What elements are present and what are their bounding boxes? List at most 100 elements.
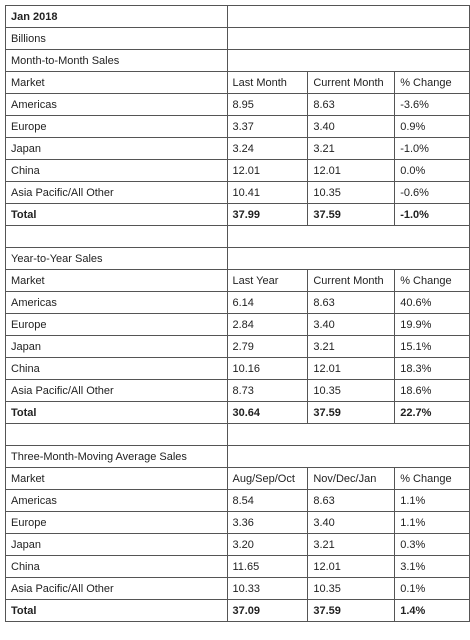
column-header: Aug/Sep/Oct [226, 467, 309, 490]
market-cell: China [5, 555, 228, 578]
section-heading-row: Year-to-Year Sales [5, 247, 470, 270]
value-cell: 3.40 [307, 115, 396, 138]
column-header: % Change [394, 467, 470, 490]
total-label: Total [5, 203, 228, 226]
table-row: Americas 8.54 8.63 1.1% [5, 489, 470, 512]
table-row: Japan 3.24 3.21 -1.0% [5, 137, 470, 160]
value-cell: 3.24 [226, 137, 309, 160]
section-heading: Year-to-Year Sales [5, 247, 228, 270]
column-header: Current Month [307, 269, 396, 292]
title-row: Jan 2018 [5, 5, 470, 28]
change-cell: 19.9% [394, 313, 470, 336]
market-cell: Americas [5, 93, 228, 116]
total-change: 1.4% [394, 599, 470, 622]
column-header: Current Month [307, 71, 396, 94]
market-cell: Japan [5, 335, 228, 358]
market-cell: Japan [5, 137, 228, 160]
value-cell: 3.37 [226, 115, 309, 138]
total-row: Total 30.64 37.59 22.7% [5, 401, 470, 424]
market-cell: China [5, 357, 228, 380]
market-cell: Asia Pacific/All Other [5, 181, 228, 204]
table-row: China 10.16 12.01 18.3% [5, 357, 470, 380]
value-cell: 10.35 [307, 379, 396, 402]
total-row: Total 37.99 37.59 -1.0% [5, 203, 470, 226]
total-value: 37.59 [307, 203, 396, 226]
column-header: % Change [394, 269, 470, 292]
column-header: Last Year [226, 269, 309, 292]
value-cell: 8.73 [226, 379, 309, 402]
change-cell: 1.1% [394, 511, 470, 534]
value-cell: 2.79 [226, 335, 309, 358]
spacer-row [5, 423, 470, 446]
value-cell: 3.36 [226, 511, 309, 534]
empty-cell [5, 423, 228, 446]
change-cell: 0.9% [394, 115, 470, 138]
value-cell: 10.41 [226, 181, 309, 204]
value-cell: 10.35 [307, 577, 396, 600]
table-row: Japan 3.20 3.21 0.3% [5, 533, 470, 556]
column-header: Nov/Dec/Jan [307, 467, 396, 490]
value-cell: 12.01 [226, 159, 309, 182]
table-row: Americas 8.95 8.63 -3.6% [5, 93, 470, 116]
value-cell: 12.01 [307, 159, 396, 182]
change-cell: 0.0% [394, 159, 470, 182]
sales-table: Jan 2018 Billions Month-to-Month Sales M… [5, 5, 470, 622]
table-row: Europe 2.84 3.40 19.9% [5, 313, 470, 336]
value-cell: 12.01 [307, 555, 396, 578]
table-row: Europe 3.36 3.40 1.1% [5, 511, 470, 534]
section-heading-row: Month-to-Month Sales [5, 49, 470, 72]
change-cell: 3.1% [394, 555, 470, 578]
change-cell: 0.1% [394, 577, 470, 600]
total-value: 37.59 [307, 401, 396, 424]
column-header: Market [5, 467, 228, 490]
market-cell: Europe [5, 511, 228, 534]
change-cell: -1.0% [394, 137, 470, 160]
change-cell: 1.1% [394, 489, 470, 512]
section-heading: Three-Month-Moving Average Sales [5, 445, 228, 468]
change-cell: 15.1% [394, 335, 470, 358]
value-cell: 3.21 [307, 533, 396, 556]
value-cell: 12.01 [307, 357, 396, 380]
change-cell: -3.6% [394, 93, 470, 116]
column-header-row: Market Aug/Sep/Oct Nov/Dec/Jan % Change [5, 467, 470, 490]
change-cell: -0.6% [394, 181, 470, 204]
market-cell: Americas [5, 291, 228, 314]
total-change: -1.0% [394, 203, 470, 226]
empty-cell [226, 27, 470, 50]
column-header: Last Month [226, 71, 309, 94]
empty-cell [226, 49, 470, 72]
value-cell: 6.14 [226, 291, 309, 314]
report-title: Jan 2018 [5, 5, 228, 28]
table-row: Japan 2.79 3.21 15.1% [5, 335, 470, 358]
column-header-row: Market Last Month Current Month % Change [5, 71, 470, 94]
change-cell: 18.3% [394, 357, 470, 380]
empty-cell [226, 247, 470, 270]
section-heading-row: Three-Month-Moving Average Sales [5, 445, 470, 468]
table-row: Europe 3.37 3.40 0.9% [5, 115, 470, 138]
total-value: 37.99 [226, 203, 309, 226]
units-row: Billions [5, 27, 470, 50]
column-header-row: Market Last Year Current Month % Change [5, 269, 470, 292]
total-value: 30.64 [226, 401, 309, 424]
market-cell: Japan [5, 533, 228, 556]
total-value: 37.09 [226, 599, 309, 622]
value-cell: 3.21 [307, 137, 396, 160]
table-row: Asia Pacific/All Other 8.73 10.35 18.6% [5, 379, 470, 402]
value-cell: 8.95 [226, 93, 309, 116]
market-cell: China [5, 159, 228, 182]
table-row: Americas 6.14 8.63 40.6% [5, 291, 470, 314]
change-cell: 18.6% [394, 379, 470, 402]
empty-cell [226, 225, 470, 248]
value-cell: 8.63 [307, 93, 396, 116]
value-cell: 3.40 [307, 313, 396, 336]
value-cell: 8.63 [307, 489, 396, 512]
value-cell: 10.33 [226, 577, 309, 600]
table-row: Asia Pacific/All Other 10.33 10.35 0.1% [5, 577, 470, 600]
value-cell: 2.84 [226, 313, 309, 336]
empty-cell [226, 423, 470, 446]
table-row: China 12.01 12.01 0.0% [5, 159, 470, 182]
market-cell: Europe [5, 115, 228, 138]
market-cell: Americas [5, 489, 228, 512]
value-cell: 3.40 [307, 511, 396, 534]
column-header: % Change [394, 71, 470, 94]
